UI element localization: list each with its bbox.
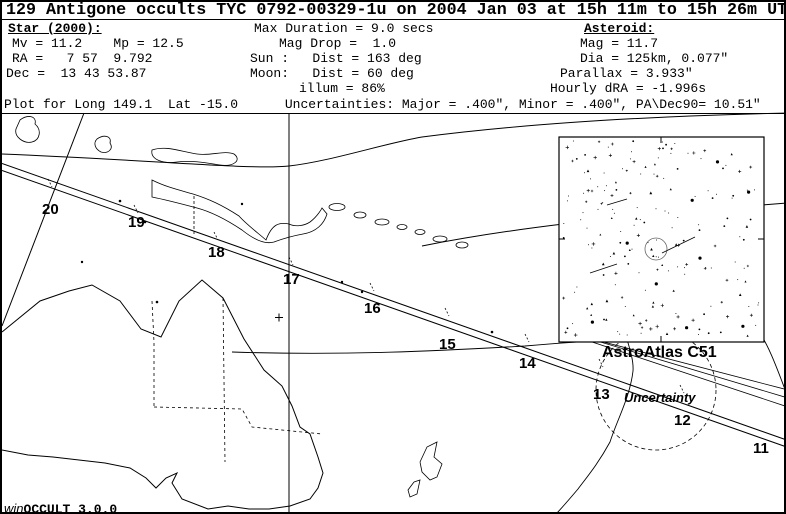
svg-text:13: 13 [593,386,610,403]
svg-text:19: 19 [128,214,145,231]
svg-text:11: 11 [753,440,769,457]
svg-text:16: 16 [364,300,381,317]
svg-text:18: 18 [208,244,225,261]
svg-text:Uncertainty: Uncertainty [624,390,696,405]
svg-text:20: 20 [42,201,59,218]
svg-text:17: 17 [283,271,300,288]
svg-text:12: 12 [674,412,691,429]
svg-text:14: 14 [519,355,536,372]
svg-text:AstroAtlas C51: AstroAtlas C51 [602,344,717,361]
svg-text:winOCCULT 3.0.0: winOCCULT 3.0.0 [4,501,117,514]
